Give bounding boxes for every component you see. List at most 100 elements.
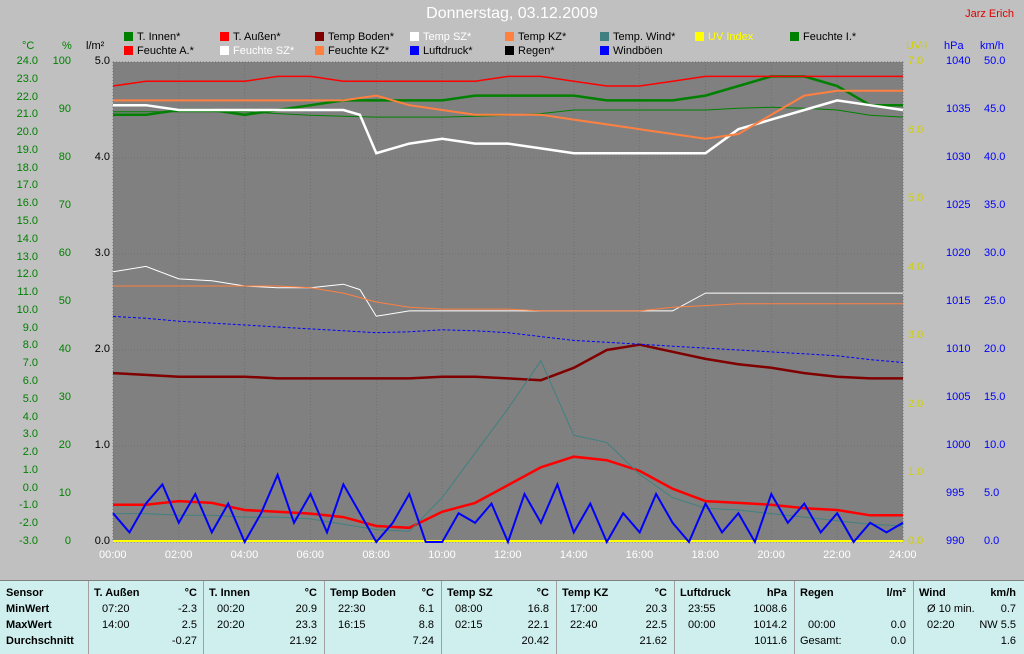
stats-cell: Temp Boden — [330, 587, 396, 599]
tick-temp: 19.0 — [16, 143, 38, 156]
stats-cell: 16:15 — [338, 619, 366, 631]
tick-wind: 30.0 — [984, 247, 1006, 259]
tick-temp: 21.0 — [16, 108, 38, 121]
legend-swatch — [410, 32, 419, 41]
tick-uv: 6.0 — [908, 123, 924, 136]
tick-hum: 70 — [58, 199, 71, 211]
legend-label: Temp Boden* — [328, 31, 395, 43]
tick-press: 1010 — [946, 343, 971, 355]
stats-cell: Luftdruck — [680, 587, 731, 599]
stats-cell: 22:30 — [338, 603, 366, 615]
stats-cell: 00:00 — [688, 619, 716, 631]
stats-cell: 00:20 — [217, 603, 245, 615]
stats-cell: Gesamt: — [800, 635, 842, 647]
stats-header-sensor: Sensor — [6, 587, 44, 599]
legend-swatch — [315, 32, 324, 41]
stats-cell: 22.5 — [645, 619, 667, 631]
tick-x: 16:00 — [625, 549, 654, 561]
legend-swatch — [505, 46, 514, 55]
stats-label-min: MinWert — [6, 603, 50, 615]
stats-separator — [441, 581, 442, 654]
legend-swatch — [695, 32, 704, 41]
tick-x: 00:00 — [99, 549, 127, 561]
tick-rain: 4.0 — [94, 151, 110, 163]
stats-cell: 21.62 — [639, 635, 667, 647]
legend-label: T. Innen* — [137, 31, 181, 43]
stats-cell: Ø 10 min. — [927, 603, 975, 615]
legend-label: Feuchte KZ* — [328, 45, 390, 57]
stats-cell: 16.8 — [527, 603, 549, 615]
legend-swatch — [124, 32, 133, 41]
tick-rain: 1.0 — [94, 439, 110, 451]
series-line-7 — [112, 75, 903, 87]
stats-column: Regen l/m² 00:00 0.0 Gesamt: 0.0 — [796, 581, 912, 654]
tick-x: 10:00 — [428, 549, 456, 561]
stats-cell: 22.1 — [527, 619, 549, 631]
axis-unit-uv: UV-I — [906, 40, 928, 52]
legend-item: T. Innen* — [124, 31, 180, 43]
series-line-4 — [113, 285, 903, 312]
tick-temp: 11.0 — [17, 286, 38, 299]
legend-swatch — [315, 46, 324, 55]
stats-cell: 0.7 — [1000, 603, 1016, 615]
tick-temp: 10.0 — [16, 303, 38, 316]
legend-swatch — [790, 32, 799, 41]
tick-temp: 9.0 — [22, 321, 38, 334]
legend-item: Windböen — [600, 45, 663, 57]
stats-cell: 0.0 — [890, 619, 906, 631]
tick-wind: 0.0 — [984, 535, 1000, 547]
stats-cell: NW 5.5 — [979, 619, 1016, 631]
stats-cell: -0.27 — [171, 635, 197, 647]
tick-x: 04:00 — [230, 549, 259, 561]
tick-x: 22:00 — [823, 549, 851, 561]
stats-cell: 00:00 — [808, 619, 836, 631]
stats-cell: °C — [184, 587, 197, 599]
stats-column: Wind km/h Ø 10 min. 0.7 02:20 NW 5.5 1.6 — [915, 581, 1022, 654]
legend-swatch — [220, 46, 229, 55]
tick-wind: 35.0 — [984, 199, 1006, 211]
stats-cell: Temp KZ — [562, 587, 609, 599]
tick-rain: 0.0 — [94, 535, 110, 547]
tick-wind: 50.0 — [984, 55, 1006, 67]
axis-unit-rain: l/m² — [86, 40, 105, 52]
tick-uv: 5.0 — [908, 192, 924, 205]
legend-item: Temp Boden* — [315, 31, 394, 43]
tick-hum: 60 — [58, 247, 71, 259]
stats-cell: 7.24 — [412, 635, 434, 647]
tick-press: 1015 — [946, 295, 971, 307]
tick-hum: 100 — [52, 55, 71, 67]
legend-swatch — [600, 46, 609, 55]
tick-hum: 10 — [58, 487, 71, 499]
tick-wind: 5.0 — [984, 487, 1000, 499]
tick-temp: 1.0 — [22, 463, 38, 476]
series-line-2 — [112, 343, 903, 382]
stats-label-max: MaxWert — [6, 619, 52, 631]
stats-cell: 1011.6 — [754, 635, 787, 647]
axis-unit-temp: °C — [22, 40, 35, 52]
legend-swatch — [124, 46, 133, 55]
tick-wind: 25.0 — [984, 295, 1006, 307]
stats-column: Luftdruck hPa 23:55 1008.6 00:00 1014.2 1011.6 — [676, 581, 793, 654]
tick-temp: 20.0 — [16, 126, 38, 139]
chart-title: Donnerstag, 03.12.2009 — [426, 5, 598, 22]
tick-temp: 6.0 — [22, 375, 38, 387]
tick-temp: 4.0 — [22, 410, 38, 423]
legend-label: Feuchte A.* — [137, 45, 194, 57]
tick-temp: 14.0 — [16, 232, 38, 245]
series-lines — [112, 75, 904, 545]
stats-separator — [203, 581, 204, 654]
tick-press: 1025 — [946, 199, 971, 211]
legend-item: Temp SZ* — [410, 31, 471, 43]
legend-label: Temp. Wind* — [613, 31, 676, 43]
tick-hum: 90 — [58, 103, 71, 115]
tick-press: 1035 — [946, 103, 971, 115]
series-line-11 — [112, 472, 904, 545]
stats-cell: hPa — [766, 587, 787, 599]
stats-separator — [88, 581, 89, 654]
stats-cell: 1.6 — [1000, 635, 1016, 647]
tick-uv: 1.0 — [908, 466, 924, 479]
stats-cell: 20.42 — [521, 635, 549, 647]
tick-uv: 4.0 — [908, 260, 924, 273]
stats-cell: 22:40 — [570, 619, 598, 631]
legend-label: Windböen — [613, 45, 663, 57]
